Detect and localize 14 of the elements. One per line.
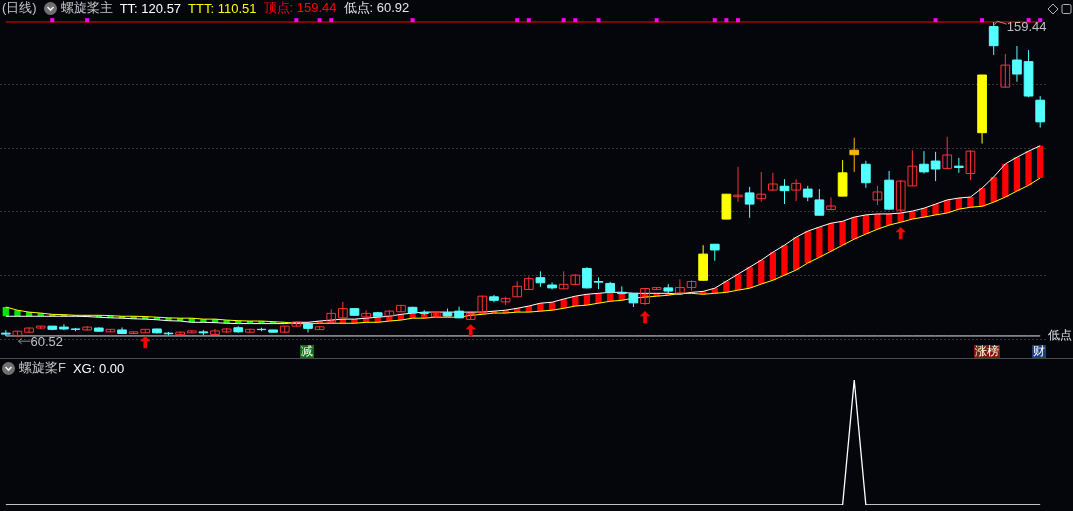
text: 低点: 60.92 [343, 0, 410, 17]
series-label: 顶点: 159.44 [263, 0, 337, 17]
annotation: 涨榜 [973, 344, 1000, 358]
text: 低点 [1047, 328, 1073, 342]
annotation: 60.52 [30, 334, 63, 350]
text: TTT: 110.51 [188, 0, 257, 16]
annotation: 159.44 [1006, 18, 1047, 34]
annotation: 财 [1032, 344, 1046, 358]
legend-title: 螺旋桨主 [60, 0, 113, 17]
text: XG: 0.00 [72, 360, 125, 376]
text: TT: 120.57 [119, 0, 182, 16]
chart-title: (日线) [2, 0, 37, 17]
annotation: 减 [299, 344, 314, 358]
legend-title: 螺旋桨F [19, 359, 66, 377]
